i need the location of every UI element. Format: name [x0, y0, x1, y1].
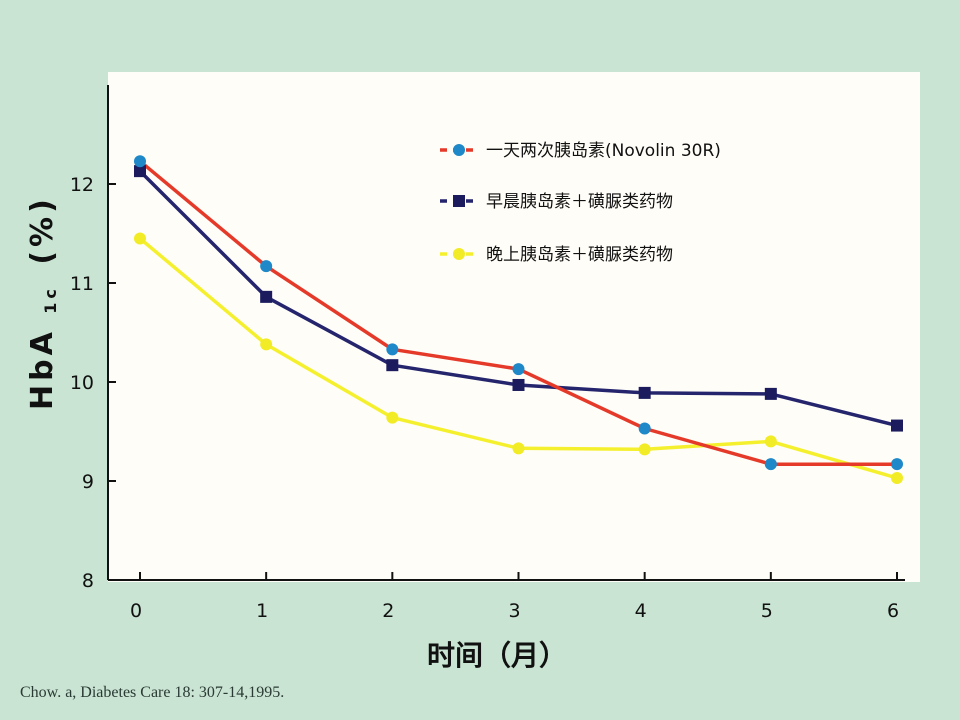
citation: Chow. a, Diabetes Care 18: 307-14,1995. [20, 684, 285, 701]
data-point [386, 359, 399, 372]
data-point [386, 411, 399, 424]
data-point [512, 378, 525, 391]
data-point [134, 165, 146, 178]
legend-label: 一天两次胰岛素(Novolin 30R) [486, 141, 721, 161]
data-point [638, 386, 651, 399]
x-tick-label: 3 [508, 600, 520, 622]
data-point [638, 443, 651, 456]
y-axis-label-sub: 1c [41, 285, 60, 314]
legend-marker [453, 248, 465, 260]
plot-area [134, 155, 903, 485]
y-axis-label: HbA 1c (%) [25, 195, 64, 410]
data-point [512, 363, 525, 376]
data-point [891, 472, 903, 485]
y-tick-label: 10 [70, 372, 94, 394]
x-tick-label: 0 [130, 600, 142, 622]
data-point [386, 343, 399, 356]
legend-marker [453, 144, 465, 156]
legend-marker [453, 195, 465, 207]
y-tick-label: 11 [70, 273, 94, 295]
data-point [764, 458, 777, 471]
legend: 一天两次胰岛素(Novolin 30R) 早晨胰岛素＋磺脲类药物晚上胰岛素＋磺脲类… [440, 141, 721, 265]
data-point [260, 290, 273, 303]
data-point [512, 442, 525, 455]
y-tick-label: 9 [82, 471, 94, 493]
y-tick-label: 12 [70, 174, 94, 196]
data-point [134, 232, 146, 245]
x-tick-label: 2 [382, 600, 394, 622]
data-point [260, 338, 273, 351]
data-point [891, 419, 903, 432]
legend-label: 早晨胰岛素＋磺脲类药物 [486, 192, 673, 212]
data-point [260, 260, 273, 273]
x-tick-label: 1 [256, 600, 268, 622]
x-tick-label: 6 [887, 600, 899, 622]
data-point [891, 458, 903, 471]
data-point [764, 387, 777, 400]
y-axis-label-main: HbA [25, 328, 60, 410]
x-tick-label: 4 [635, 600, 647, 622]
y-axis-label-unit: (%) [25, 195, 60, 264]
data-point [134, 155, 146, 168]
x-axis-label: 时间（月） [427, 639, 567, 672]
legend-label: 晚上胰岛素＋磺脲类药物 [486, 245, 673, 265]
data-point [764, 435, 777, 448]
data-point [638, 422, 651, 435]
x-tick-label: 5 [761, 600, 773, 622]
y-tick-label: 8 [82, 570, 94, 592]
